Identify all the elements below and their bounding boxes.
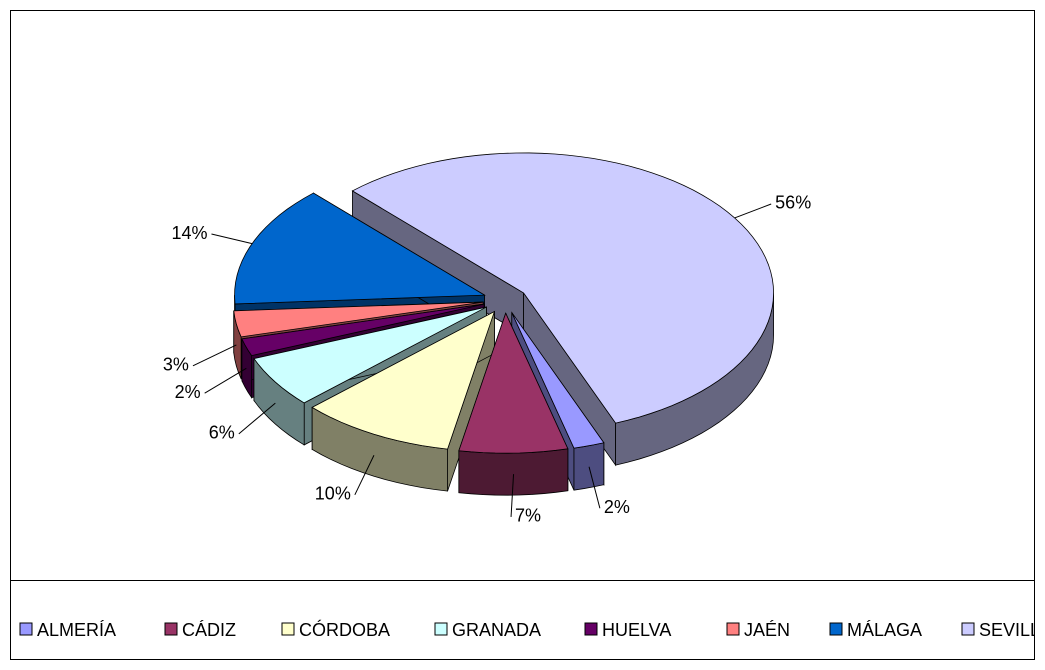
legend-label: HUELVA <box>602 620 671 640</box>
data-label: 2% <box>604 497 630 517</box>
legend-label: SEVILLA <box>979 620 1045 640</box>
legend: ALMERÍA CÁDIZ CÓRDOBA GRANADA HUELVA JAÉN MÁLA… <box>19 619 1045 640</box>
leader-line <box>734 203 772 219</box>
slice <box>233 301 484 338</box>
data-label: 6% <box>209 423 235 443</box>
legend-swatch <box>281 622 295 636</box>
legend-label: MÁLAGA <box>847 620 922 640</box>
slice <box>253 306 487 404</box>
data-label: 56% <box>775 193 811 213</box>
slice <box>511 312 605 449</box>
legend-label: CÓRDOBA <box>299 619 390 640</box>
legend-swatch <box>961 622 975 636</box>
slice <box>241 303 485 357</box>
slice <box>458 312 569 454</box>
leader-line <box>211 233 253 245</box>
legend-swatch <box>434 622 448 636</box>
data-label: 14% <box>171 223 207 243</box>
legend-label: GRANADA <box>452 620 541 640</box>
data-label: 7% <box>515 506 541 526</box>
leader-line <box>354 455 375 496</box>
data-label: 3% <box>163 355 189 375</box>
leader-line <box>588 466 601 509</box>
leader-line <box>204 367 247 394</box>
labels: 2% 7% 10% 6% 2% 3% 14% 56% <box>163 193 811 526</box>
legend-label: JAÉN <box>744 620 790 640</box>
slice-wall <box>458 448 569 496</box>
data-label: 10% <box>315 484 351 504</box>
legend-swatch <box>584 622 598 636</box>
slice-wall <box>573 442 605 491</box>
legend-swatch <box>164 622 178 636</box>
slice <box>351 152 774 424</box>
legend-swatch <box>726 622 740 636</box>
data-label: 2% <box>175 382 201 402</box>
legend-swatch <box>19 622 33 636</box>
legend-label: CÁDIZ <box>182 620 236 640</box>
slice <box>311 310 496 450</box>
legend-swatch <box>829 622 843 636</box>
leader-line <box>192 344 237 367</box>
leader-line <box>510 474 515 517</box>
slice <box>234 192 486 305</box>
legend-label: ALMERÍA <box>37 620 116 640</box>
leader-line <box>238 402 276 435</box>
pie <box>233 152 774 496</box>
